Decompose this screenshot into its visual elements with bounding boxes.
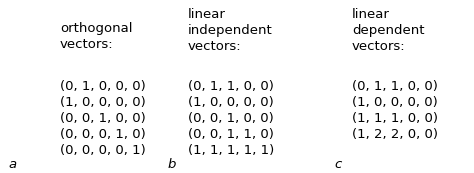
Text: (0, 1, 0, 0, 0): (0, 1, 0, 0, 0): [60, 80, 146, 93]
Text: c: c: [334, 158, 341, 171]
Text: vectors:: vectors:: [60, 38, 114, 51]
Text: independent: independent: [188, 24, 273, 37]
Text: (0, 0, 0, 0, 1): (0, 0, 0, 0, 1): [60, 144, 146, 157]
Text: dependent: dependent: [352, 24, 425, 37]
Text: (1, 1, 1, 1, 1): (1, 1, 1, 1, 1): [188, 144, 274, 157]
Text: linear: linear: [188, 8, 226, 21]
Text: (1, 0, 0, 0, 0): (1, 0, 0, 0, 0): [60, 96, 146, 109]
Text: (0, 1, 1, 0, 0): (0, 1, 1, 0, 0): [352, 80, 438, 93]
Text: (1, 2, 2, 0, 0): (1, 2, 2, 0, 0): [352, 128, 438, 141]
Text: (0, 0, 1, 1, 0): (0, 0, 1, 1, 0): [188, 128, 274, 141]
Text: (1, 1, 1, 0, 0): (1, 1, 1, 0, 0): [352, 112, 438, 125]
Text: (0, 0, 0, 1, 0): (0, 0, 0, 1, 0): [60, 128, 146, 141]
Text: (0, 0, 1, 0, 0): (0, 0, 1, 0, 0): [188, 112, 274, 125]
Text: vectors:: vectors:: [188, 40, 242, 53]
Text: orthogonal: orthogonal: [60, 22, 133, 35]
Text: b: b: [168, 158, 176, 171]
Text: a: a: [8, 158, 16, 171]
Text: (1, 0, 0, 0, 0): (1, 0, 0, 0, 0): [352, 96, 438, 109]
Text: (0, 1, 1, 0, 0): (0, 1, 1, 0, 0): [188, 80, 274, 93]
Text: linear: linear: [352, 8, 390, 21]
Text: (1, 0, 0, 0, 0): (1, 0, 0, 0, 0): [188, 96, 274, 109]
Text: (0, 0, 1, 0, 0): (0, 0, 1, 0, 0): [60, 112, 146, 125]
Text: vectors:: vectors:: [352, 40, 406, 53]
